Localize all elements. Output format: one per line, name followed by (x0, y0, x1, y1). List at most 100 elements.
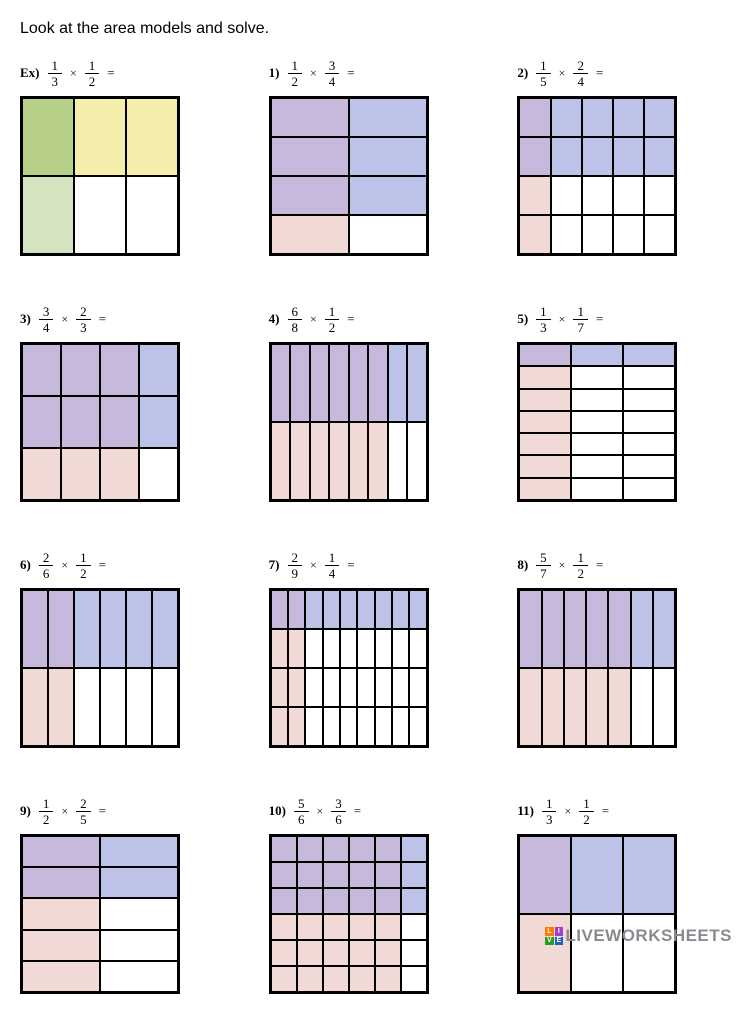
model-cell (74, 98, 126, 176)
model-cell (392, 668, 409, 707)
model-cell (401, 836, 427, 862)
model-cell (571, 433, 623, 455)
model-cell (519, 455, 571, 477)
model-cell (349, 940, 375, 966)
model-cell (401, 914, 427, 940)
model-cell (407, 344, 427, 422)
model-cell (349, 137, 427, 176)
model-cell (401, 940, 427, 966)
model-cell (519, 344, 571, 366)
model-cell (48, 668, 74, 746)
model-cell (100, 961, 178, 992)
model-cell (74, 590, 100, 668)
model-cell (653, 668, 675, 746)
problem-1: 1)12×34= (269, 56, 449, 256)
model-cell (623, 344, 675, 366)
model-cell (290, 344, 310, 422)
model-cell (349, 344, 369, 422)
model-cell (100, 590, 126, 668)
model-cell (623, 389, 675, 411)
model-cell (139, 344, 178, 396)
model-cell (571, 366, 623, 388)
model-cell (152, 590, 178, 668)
problem-number: 11) (517, 803, 534, 819)
fraction-1: 29 (288, 551, 303, 580)
model-cell (297, 914, 323, 940)
area-model (517, 588, 677, 748)
problem-8: 8)57×12= (517, 548, 697, 748)
fraction-2: 12 (76, 551, 91, 580)
model-cell (375, 940, 401, 966)
model-cell (519, 176, 550, 215)
model-cell (61, 344, 100, 396)
model-cell (329, 344, 349, 422)
model-cell (100, 448, 139, 500)
model-cell (271, 137, 349, 176)
model-cell (288, 707, 305, 746)
model-cell (100, 396, 139, 448)
problem-label: 10)56×36= (269, 794, 449, 828)
fraction-1: 12 (288, 59, 303, 88)
fraction-1: 12 (39, 797, 54, 826)
fraction-2: 17 (573, 305, 588, 334)
model-cell (375, 836, 401, 862)
badge-cell: V (545, 937, 554, 946)
model-cell (22, 836, 100, 867)
model-cell (375, 629, 392, 668)
model-cell (310, 344, 330, 422)
model-cell (305, 707, 322, 746)
model-cell (519, 98, 550, 137)
model-cell (126, 176, 178, 254)
model-cell (139, 448, 178, 500)
model-cell (644, 215, 675, 254)
problem-number: 6) (20, 557, 31, 573)
model-cell (297, 888, 323, 914)
model-cell (644, 137, 675, 176)
model-cell (519, 215, 550, 254)
model-cell (100, 930, 178, 961)
equals-symbol: = (596, 557, 603, 573)
model-cell (644, 176, 675, 215)
model-cell (288, 668, 305, 707)
model-cell (409, 629, 426, 668)
model-cell (22, 590, 48, 668)
model-cell (623, 433, 675, 455)
model-cell (349, 836, 375, 862)
model-cell (340, 590, 357, 629)
problem-label: 7)29×14= (269, 548, 449, 582)
instruction-text: Look at the area models and solve. (20, 20, 716, 38)
fraction-2: 24 (573, 59, 588, 88)
problem-3: 3)34×23= (20, 302, 200, 502)
model-cell (613, 137, 644, 176)
model-cell (22, 448, 61, 500)
model-cell (388, 422, 408, 500)
model-cell (388, 344, 408, 422)
times-symbol: × (559, 312, 566, 327)
model-cell (61, 396, 100, 448)
problem-number: 9) (20, 803, 31, 819)
model-cell (340, 629, 357, 668)
area-model (20, 96, 180, 256)
model-cell (582, 98, 613, 137)
model-cell (323, 707, 340, 746)
model-cell (271, 176, 349, 215)
fraction-2: 12 (579, 797, 594, 826)
model-cell (401, 862, 427, 888)
problem-label: 5)13×17= (517, 302, 697, 336)
equals-symbol: = (99, 311, 106, 327)
model-cell (349, 98, 427, 137)
problem-9: 9)12×25= (20, 794, 200, 994)
model-cell (349, 888, 375, 914)
model-cell (297, 940, 323, 966)
model-cell (323, 888, 349, 914)
model-cell (375, 966, 401, 992)
fraction-2: 25 (76, 797, 91, 826)
model-cell (349, 422, 369, 500)
model-cell (375, 888, 401, 914)
model-cell (571, 389, 623, 411)
fraction-1: 13 (536, 305, 551, 334)
equals-symbol: = (347, 557, 354, 573)
model-cell (542, 590, 564, 668)
fraction-2: 12 (325, 305, 340, 334)
fraction-2: 23 (76, 305, 91, 334)
